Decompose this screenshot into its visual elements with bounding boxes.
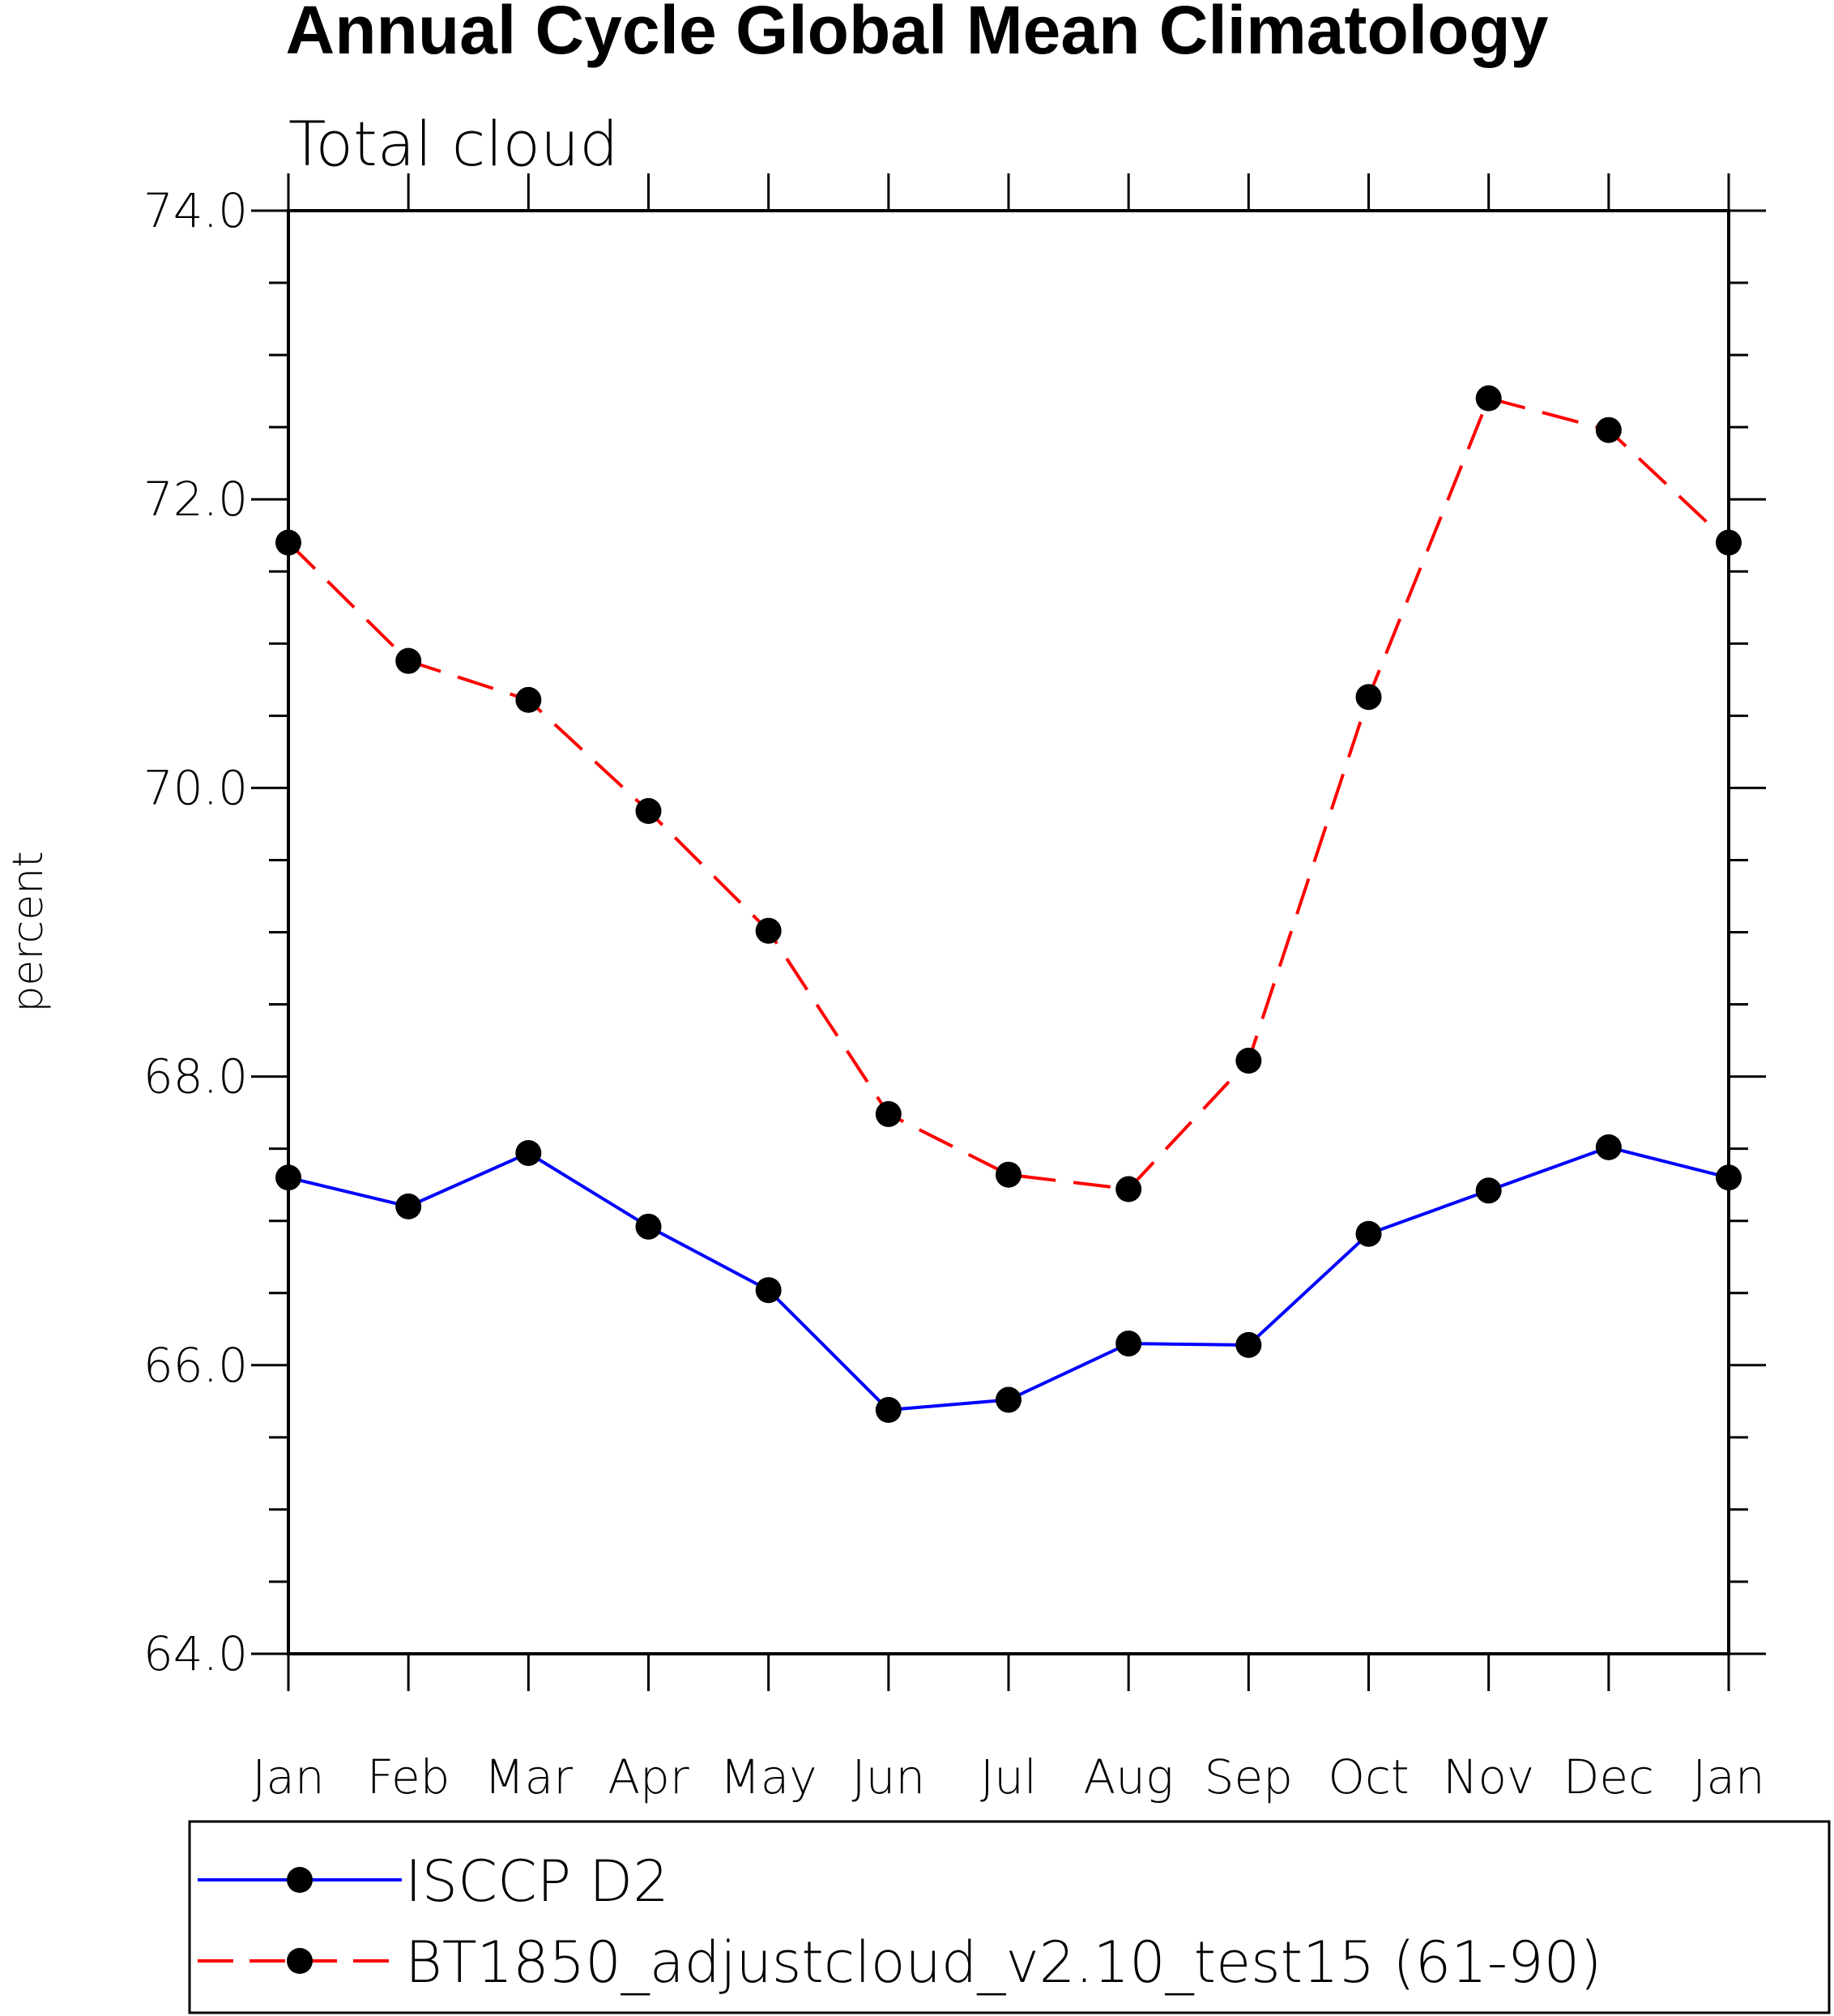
x-tick-label: May — [720, 1749, 817, 1805]
data-point — [515, 686, 542, 713]
legend-label: BT1850_adjustcloud_v2.10_test15 (61-90) — [405, 1929, 1602, 1996]
legend-marker — [287, 1948, 313, 1974]
series-layer — [275, 385, 1742, 1424]
data-point — [1355, 1220, 1382, 1247]
legend: ISCCP D2 BT1850_adjustcloud_v2.10_test15 … — [188, 1820, 1831, 2014]
data-point — [635, 1213, 662, 1240]
axis-ticks — [251, 173, 1766, 1691]
y-tick-label: 72.0 — [143, 472, 248, 527]
chart-subtitle: Total cloud — [288, 108, 618, 180]
x-tick-label: Jan — [252, 1749, 324, 1805]
y-tick-label: 68.0 — [143, 1049, 248, 1104]
x-tick-label: Jun — [852, 1749, 926, 1805]
x-tick-labels: Jan Feb Mar Apr May Jun Jul Aug Sep Oct Nov Dec Jan — [252, 1749, 1764, 1805]
data-point — [996, 1161, 1021, 1188]
data-point — [1115, 1330, 1142, 1357]
data-point — [755, 1277, 782, 1304]
y-tick-label: 70.0 — [143, 760, 248, 815]
series-line-1 — [287, 396, 1730, 1191]
x-tick-label: Nov — [1443, 1749, 1534, 1805]
y-axis-label: percent — [4, 851, 53, 1012]
data-point — [395, 1193, 422, 1219]
data-point — [1595, 1134, 1622, 1160]
y-tick-label: 64.0 — [143, 1626, 248, 1681]
data-point — [875, 1100, 902, 1127]
x-tick-label: Mar — [484, 1749, 574, 1805]
data-point — [1475, 385, 1502, 412]
data-point — [996, 1386, 1021, 1413]
x-tick-label: Oct — [1328, 1749, 1409, 1805]
data-point — [1355, 684, 1382, 711]
legend-label: ISCCP D2 — [405, 1848, 669, 1915]
data-point — [755, 917, 782, 944]
data-point — [1235, 1331, 1262, 1358]
data-point — [1716, 529, 1742, 556]
y-tick-labels: 64.0 66.0 68.0 70.0 72.0 74.0 — [143, 183, 248, 1681]
data-point — [515, 1139, 542, 1166]
data-point — [1595, 416, 1622, 443]
data-point — [275, 529, 301, 556]
x-tick-label: Apr — [608, 1749, 689, 1805]
data-point — [1475, 1177, 1502, 1204]
legend-box — [188, 1820, 1831, 2014]
legend-items: ISCCP D2 BT1850_adjustcloud_v2.10_test15 … — [198, 1848, 1602, 1996]
x-tick-label: Jul — [980, 1749, 1037, 1805]
chart-title: Annual Cycle Global Mean Climatology — [286, 0, 1549, 68]
x-tick-label: Feb — [367, 1749, 450, 1805]
data-point — [1235, 1048, 1262, 1074]
x-tick-label: Sep — [1205, 1749, 1293, 1805]
x-tick-label: Dec — [1563, 1749, 1654, 1805]
x-tick-label: Jan — [1692, 1749, 1764, 1805]
data-point — [635, 797, 662, 824]
y-tick-label: 66.0 — [143, 1338, 248, 1393]
plot-frame — [287, 209, 1730, 1655]
data-point — [1115, 1176, 1142, 1202]
x-tick-label: Aug — [1084, 1749, 1174, 1805]
data-point — [275, 1164, 301, 1191]
data-point — [1716, 1164, 1742, 1191]
legend-marker — [287, 1867, 313, 1893]
data-point — [875, 1397, 902, 1424]
data-point — [395, 647, 422, 674]
y-tick-label: 74.0 — [143, 183, 248, 238]
